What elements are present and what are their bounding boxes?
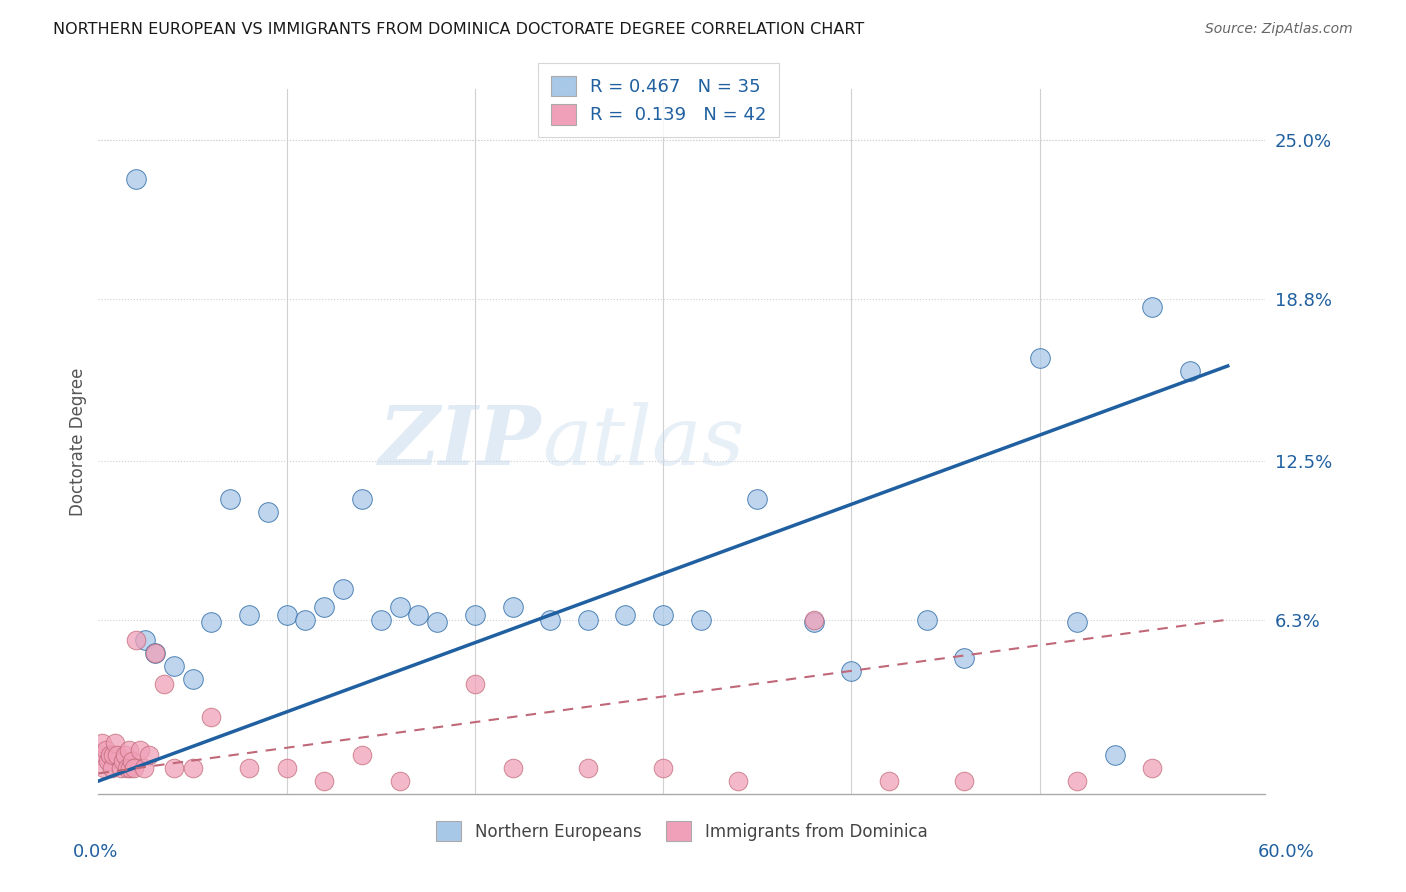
Point xyxy=(652,607,675,622)
Text: Source: ZipAtlas.com: Source: ZipAtlas.com xyxy=(1205,22,1353,37)
Point xyxy=(163,658,186,673)
Point xyxy=(94,743,117,757)
Point xyxy=(276,607,298,622)
Point xyxy=(576,761,599,775)
Point xyxy=(1066,615,1088,630)
Point xyxy=(464,607,486,622)
Point xyxy=(105,748,128,763)
Point xyxy=(839,664,862,678)
Point xyxy=(93,761,115,775)
Point xyxy=(1178,364,1201,378)
Point xyxy=(502,599,524,614)
Point xyxy=(1066,774,1088,789)
Point xyxy=(350,748,373,763)
Point xyxy=(125,633,148,648)
Point xyxy=(89,748,111,763)
Point xyxy=(122,761,145,775)
Point xyxy=(91,736,114,750)
Point xyxy=(689,613,711,627)
Point xyxy=(803,615,825,630)
Point xyxy=(1104,748,1126,763)
Point xyxy=(953,774,976,789)
Point xyxy=(153,676,176,690)
Legend: Northern Europeans, Immigrants from Dominica: Northern Europeans, Immigrants from Domi… xyxy=(427,813,936,849)
Point xyxy=(803,613,825,627)
Point xyxy=(200,710,222,724)
Point xyxy=(134,633,156,648)
Point xyxy=(120,761,142,775)
Point xyxy=(200,615,222,630)
Point xyxy=(100,761,122,775)
Point xyxy=(128,743,150,757)
Y-axis label: Doctorate Degree: Doctorate Degree xyxy=(69,368,87,516)
Point xyxy=(104,736,127,750)
Point xyxy=(256,505,278,519)
Point xyxy=(502,761,524,775)
Point xyxy=(97,754,120,768)
Point xyxy=(238,607,260,622)
Point xyxy=(125,172,148,186)
Point xyxy=(1142,300,1164,314)
Point xyxy=(98,748,121,763)
Point xyxy=(388,599,411,614)
Point xyxy=(103,748,125,763)
Point xyxy=(464,676,486,690)
Point xyxy=(350,492,373,507)
Point xyxy=(614,607,637,622)
Point xyxy=(388,774,411,789)
Point xyxy=(121,754,143,768)
Point xyxy=(652,761,675,775)
Point xyxy=(747,492,769,507)
Text: 0.0%: 0.0% xyxy=(73,843,118,861)
Point xyxy=(426,615,449,630)
Text: atlas: atlas xyxy=(541,401,744,482)
Point xyxy=(117,743,139,757)
Point xyxy=(111,754,134,768)
Text: 60.0%: 60.0% xyxy=(1258,843,1315,861)
Point xyxy=(294,613,316,627)
Point xyxy=(1028,351,1050,366)
Point xyxy=(727,774,749,789)
Point xyxy=(181,672,204,686)
Point xyxy=(332,582,354,596)
Point xyxy=(1142,761,1164,775)
Point xyxy=(538,613,561,627)
Point xyxy=(576,613,599,627)
Point xyxy=(143,646,166,660)
Point xyxy=(138,748,160,763)
Point xyxy=(370,613,392,627)
Point xyxy=(110,761,132,775)
Point xyxy=(915,613,938,627)
Point xyxy=(181,761,204,775)
Point xyxy=(877,774,900,789)
Text: ZIP: ZIP xyxy=(380,401,541,482)
Text: NORTHERN EUROPEAN VS IMMIGRANTS FROM DOMINICA DOCTORATE DEGREE CORRELATION CHART: NORTHERN EUROPEAN VS IMMIGRANTS FROM DOM… xyxy=(53,22,865,37)
Point xyxy=(132,761,155,775)
Point xyxy=(314,599,336,614)
Point xyxy=(219,492,242,507)
Point xyxy=(114,748,136,763)
Point xyxy=(143,646,166,660)
Point xyxy=(408,607,430,622)
Point xyxy=(314,774,336,789)
Point xyxy=(238,761,260,775)
Point xyxy=(163,761,186,775)
Point xyxy=(276,761,298,775)
Point xyxy=(115,761,138,775)
Point xyxy=(953,651,976,665)
